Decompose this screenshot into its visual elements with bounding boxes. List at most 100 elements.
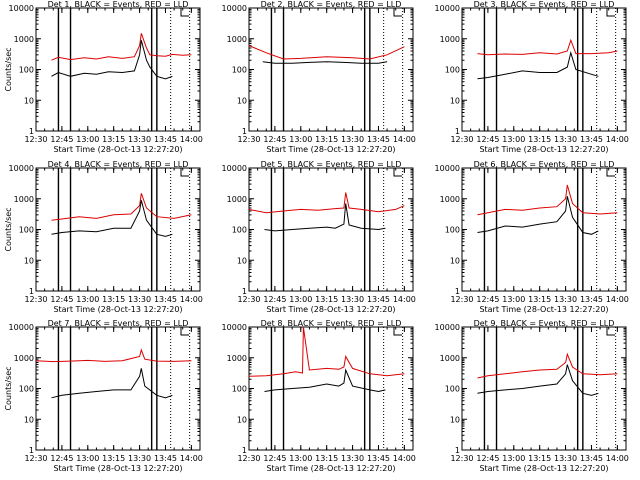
- x-tick-label: 13:45: [367, 135, 390, 144]
- y-tick-label: 10000: [435, 4, 460, 13]
- y-tick-label: 1: [29, 127, 34, 136]
- x-tick-label: 13:15: [315, 135, 338, 144]
- y-tick-label: 10: [450, 256, 460, 265]
- plot-data: [249, 192, 405, 232]
- x-tick-label: 12:45: [476, 454, 499, 463]
- y-tick-label: 10000: [222, 4, 247, 13]
- detector-panel-1: 1 10 100 1000 10000 12:30 12:45 13:00 13:15 13:30…: [4, 0, 203, 154]
- x-axis-label: Start Time (28-Oct-13 12:27:20): [53, 305, 182, 314]
- x-tick-label: 13:00: [289, 454, 312, 463]
- corner-marker: [393, 168, 402, 177]
- y-tick-label: 100: [232, 385, 247, 394]
- events-series-line: [264, 203, 386, 232]
- panel-title: Det 9, BLACK = Events, RED = LLD: [474, 319, 615, 328]
- x-tick-label: 13:30: [341, 454, 364, 463]
- panel-title: Det 6, BLACK = Events, RED = LLD: [474, 160, 615, 169]
- y-tick-label: 10: [237, 415, 247, 424]
- lld-series-line: [51, 33, 192, 61]
- x-tick-label: 12:45: [263, 295, 286, 304]
- x-tick-label: 14:00: [180, 135, 203, 144]
- x-tick-label: 13:45: [367, 295, 390, 304]
- x-tick-label: 13:15: [315, 295, 338, 304]
- y-tick-label: 10: [450, 96, 460, 105]
- y-tick-label: 1000: [440, 35, 460, 44]
- x-tick-label: 13:45: [580, 135, 603, 144]
- panel-title: Det 5, BLACK = Events, RED = LLD: [261, 160, 402, 169]
- detector-panel-7: 1 10 100 1000 10000 12:30 12:45 13:00 13:15 13:30…: [4, 319, 203, 473]
- y-tick-label: 10000: [435, 164, 460, 173]
- y-tick-label: 10000: [9, 164, 34, 173]
- events-series-line: [477, 50, 599, 80]
- x-tick-label: 13:45: [580, 454, 603, 463]
- x-tick-label: 14:00: [393, 454, 416, 463]
- x-tick-label: 13:45: [154, 454, 177, 463]
- y-tick-label: 100: [232, 66, 247, 75]
- y-tick-label: 1: [455, 127, 460, 136]
- x-tick-label: 13:15: [528, 454, 551, 463]
- y-tick-label: 10: [450, 415, 460, 424]
- panel-title: Det 8, BLACK = Events, RED = LLD: [261, 319, 402, 328]
- y-tick-label: 10: [24, 96, 34, 105]
- corner-marker: [606, 8, 615, 17]
- x-tick-label: 13:45: [154, 135, 177, 144]
- y-tick-label: 100: [232, 226, 247, 235]
- detector-panel-6: 1 10 100 1000 10000 12:30 12:45 13:00 13:15 13:30…: [435, 160, 629, 314]
- lld-series-line: [51, 193, 192, 221]
- plot-data: [51, 193, 192, 237]
- y-tick-label: 1000: [440, 354, 460, 363]
- plot-frame: [248, 7, 414, 132]
- x-tick-label: 13:30: [128, 135, 151, 144]
- x-tick-label: 13:15: [528, 135, 551, 144]
- x-tick-label: 13:00: [289, 135, 312, 144]
- x-tick-label: 13:00: [76, 135, 99, 144]
- x-axis-label: Start Time (28-Oct-13 12:27:20): [53, 145, 182, 154]
- y-tick-label: 1: [242, 127, 247, 136]
- x-tick-label: 13:15: [528, 295, 551, 304]
- lld-series-line: [477, 184, 618, 216]
- x-tick-label: 13:45: [154, 295, 177, 304]
- x-tick-label: 13:30: [554, 135, 577, 144]
- x-axis-label: Start Time (28-Oct-13 12:27:20): [266, 305, 395, 314]
- x-tick-label: 13:15: [102, 295, 125, 304]
- x-tick-label: 13:30: [128, 295, 151, 304]
- x-tick-label: 14:00: [606, 454, 629, 463]
- x-tick-label: 12:45: [263, 454, 286, 463]
- corner-marker: [180, 168, 189, 177]
- x-axis-label: Start Time (28-Oct-13 12:27:20): [53, 464, 182, 473]
- x-tick-label: 13:45: [580, 295, 603, 304]
- x-axis-label: Start Time (28-Oct-13 12:27:20): [266, 145, 395, 154]
- lld-series-line: [249, 45, 405, 60]
- y-tick-label: 10000: [9, 4, 34, 13]
- y-axis-label: Counts/sec: [4, 47, 13, 91]
- plot-frame: [461, 167, 627, 292]
- detector-panel-5: 1 10 100 1000 10000 12:30 12:45 13:00 13:15 13:30…: [222, 160, 416, 314]
- y-tick-label: 1000: [14, 354, 34, 363]
- x-tick-label: 12:30: [24, 454, 47, 463]
- lld-series-line: [477, 38, 618, 56]
- y-tick-label: 1000: [227, 195, 247, 204]
- panel-title: Det 3, BLACK = Events, RED = LLD: [474, 0, 615, 9]
- events-series-line: [477, 196, 599, 235]
- y-tick-label: 100: [19, 226, 34, 235]
- x-axis-label: Start Time (28-Oct-13 12:27:20): [479, 464, 608, 473]
- plot-frame: [35, 167, 201, 292]
- x-tick-label: 12:30: [237, 454, 260, 463]
- detector-panel-2: 1 10 100 1000 10000 12:30 12:45 13:00 13:15 13:30…: [222, 0, 416, 154]
- y-tick-label: 10: [24, 256, 34, 265]
- y-tick-label: 1: [242, 446, 247, 455]
- plot-data: [477, 352, 618, 396]
- x-tick-label: 14:00: [180, 295, 203, 304]
- x-tick-label: 13:15: [315, 454, 338, 463]
- x-tick-label: 14:00: [180, 454, 203, 463]
- detector-panel-8: 1 10 100 1000 10000 12:30 12:45 13:00 13:15 13:30…: [222, 319, 416, 473]
- x-axis-label: Start Time (28-Oct-13 12:27:20): [479, 145, 608, 154]
- events-series-line: [51, 200, 173, 237]
- x-axis-label: Start Time (28-Oct-13 12:27:20): [479, 305, 608, 314]
- plot-frame: [461, 326, 627, 451]
- x-tick-label: 13:00: [76, 454, 99, 463]
- y-tick-label: 100: [445, 385, 460, 394]
- events-series-line: [51, 40, 173, 80]
- x-tick-label: 14:00: [393, 135, 416, 144]
- plot-data: [477, 38, 618, 80]
